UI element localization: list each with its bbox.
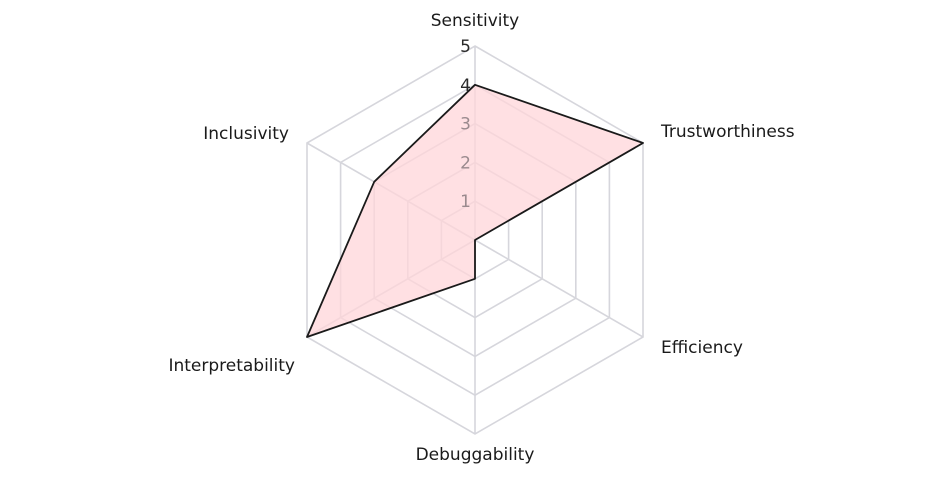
axis-label-efficiency: Efficiency [661, 338, 743, 358]
axis-label-inclusivity: Inclusivity [203, 124, 289, 144]
grid-spoke [474, 239, 644, 338]
radar-axis-labels: Sensitivity Trustworthiness Efficiency Debu… [168, 11, 794, 465]
tick-label: 4 [460, 76, 471, 96]
series-area [306, 83, 644, 338]
radar-series [306, 83, 644, 338]
tick-label: 1 [460, 192, 471, 212]
tick-label: 3 [460, 115, 471, 135]
tick-label: 5 [460, 37, 471, 57]
radar-ticks: 1 2 3 4 5 [460, 37, 471, 212]
axis-label-trustworthiness: Trustworthiness [660, 122, 795, 142]
tick-label: 2 [460, 153, 471, 173]
axis-label-sensitivity: Sensitivity [431, 11, 520, 31]
axis-label-debuggability: Debuggability [416, 445, 535, 465]
axis-label-interpretability: Interpretability [168, 356, 295, 376]
